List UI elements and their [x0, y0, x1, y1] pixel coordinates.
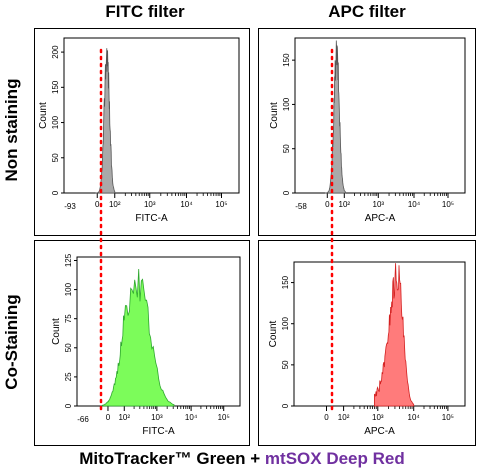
y-tick-label-apc-non-1: 50: [282, 144, 291, 153]
footer-text-deep-red: mtSOX Deep Red: [264, 449, 405, 468]
y-tick-label-fitc-co-3: 75: [64, 314, 73, 323]
y-axis-label-fitc-non: Count: [38, 102, 49, 129]
y-tick-label-apc-co-0: 0: [281, 403, 290, 408]
x-tick-label-fitc-non-2: 10³: [144, 200, 156, 209]
footer-caption: MitoTracker™ Green + mtSOX Deep Red: [0, 449, 484, 469]
x-tick-label-fitc-co-4: 10⁵: [218, 413, 230, 422]
y-tick-label-fitc-non-3: 150: [51, 80, 60, 94]
y-tick-label-apc-co-3: 150: [281, 275, 290, 289]
y-axis-label-apc-non: Count: [269, 102, 280, 129]
x-tick-label-fitc-co-0: 0: [106, 413, 111, 422]
x-tick-label-fitc-non-3: 10⁴: [180, 200, 193, 209]
y-axis-label-fitc-co: Count: [51, 318, 62, 345]
x-axis-label-fitc-non: FITC-A: [135, 213, 168, 224]
y-axis-label-apc-co: Count: [268, 320, 279, 347]
y-tick-label-apc-co-2: 100: [281, 316, 290, 330]
x-tick-label-apc-non-1: 10²: [339, 200, 351, 209]
histogram-apc-co: [374, 263, 415, 407]
y-tick-label-fitc-co-2: 50: [64, 343, 73, 352]
x-min-label-fitc-non: -93: [64, 202, 76, 211]
y-tick-label-fitc-non-0: 0: [51, 190, 60, 195]
x-tick-label-fitc-co-2: 10³: [151, 413, 163, 422]
x-tick-label-apc-non-2: 10³: [373, 200, 385, 209]
y-tick-label-fitc-co-0: 0: [64, 403, 73, 408]
x-tick-label-apc-co-1: 10²: [338, 413, 350, 422]
y-tick-label-apc-non-0: 0: [282, 190, 291, 195]
plot-frame-apc-non: [294, 37, 466, 194]
y-tick-label-fitc-non-2: 100: [51, 115, 60, 129]
x-tick-label-fitc-co-1: 10²: [118, 413, 130, 422]
x-tick-label-apc-co-0: 0: [324, 413, 329, 422]
column-title-fitc: FITC filter: [105, 2, 185, 21]
x-min-label-fitc-co: -66: [77, 415, 89, 424]
x-tick-label-fitc-co-3: 10⁴: [185, 413, 198, 422]
histogram-apc-non: [324, 40, 346, 194]
column-title-apc: APC filter: [328, 2, 406, 21]
y-tick-label-apc-non-2: 100: [282, 97, 291, 111]
y-tick-label-apc-co-1: 50: [281, 360, 290, 369]
footer-text-green: MitoTracker™ Green +: [79, 449, 265, 468]
x-axis-label-fitc-co: FITC-A: [142, 426, 175, 437]
x-tick-label-apc-non-4: 10⁵: [442, 200, 454, 209]
panel-fitc-non-staining: [34, 28, 250, 236]
y-tick-label-apc-non-3: 150: [282, 53, 291, 67]
x-tick-label-apc-co-3: 10⁴: [408, 413, 421, 422]
panel-apc-non-staining: [258, 28, 476, 236]
x-tick-label-apc-co-2: 10³: [372, 413, 384, 422]
x-axis-label-apc-non: APC-A: [365, 213, 396, 224]
x-tick-label-apc-non-0: 0: [325, 200, 330, 209]
y-tick-label-fitc-co-5: 125: [64, 253, 73, 267]
x-tick-label-fitc-non-4: 10⁵: [215, 200, 227, 209]
histogram-fitc-non: [95, 48, 116, 194]
x-tick-label-apc-non-3: 10⁴: [408, 200, 421, 209]
y-tick-label-fitc-co-1: 25: [64, 372, 73, 381]
x-tick-label-apc-co-4: 10⁵: [442, 413, 454, 422]
y-tick-label-fitc-non-4: 200: [51, 45, 60, 59]
plot-frame-fitc-non: [63, 37, 240, 194]
y-tick-label-fitc-non-1: 50: [51, 153, 60, 162]
histogram-fitc-co: [101, 268, 175, 407]
x-axis-label-apc-co: APC-A: [364, 426, 395, 437]
x-tick-label-fitc-non-0: 0: [95, 200, 100, 209]
x-min-label-apc-non: -58: [295, 202, 307, 211]
y-tick-label-fitc-co-4: 100: [64, 282, 73, 296]
x-tick-label-fitc-non-1: 10²: [109, 200, 121, 209]
